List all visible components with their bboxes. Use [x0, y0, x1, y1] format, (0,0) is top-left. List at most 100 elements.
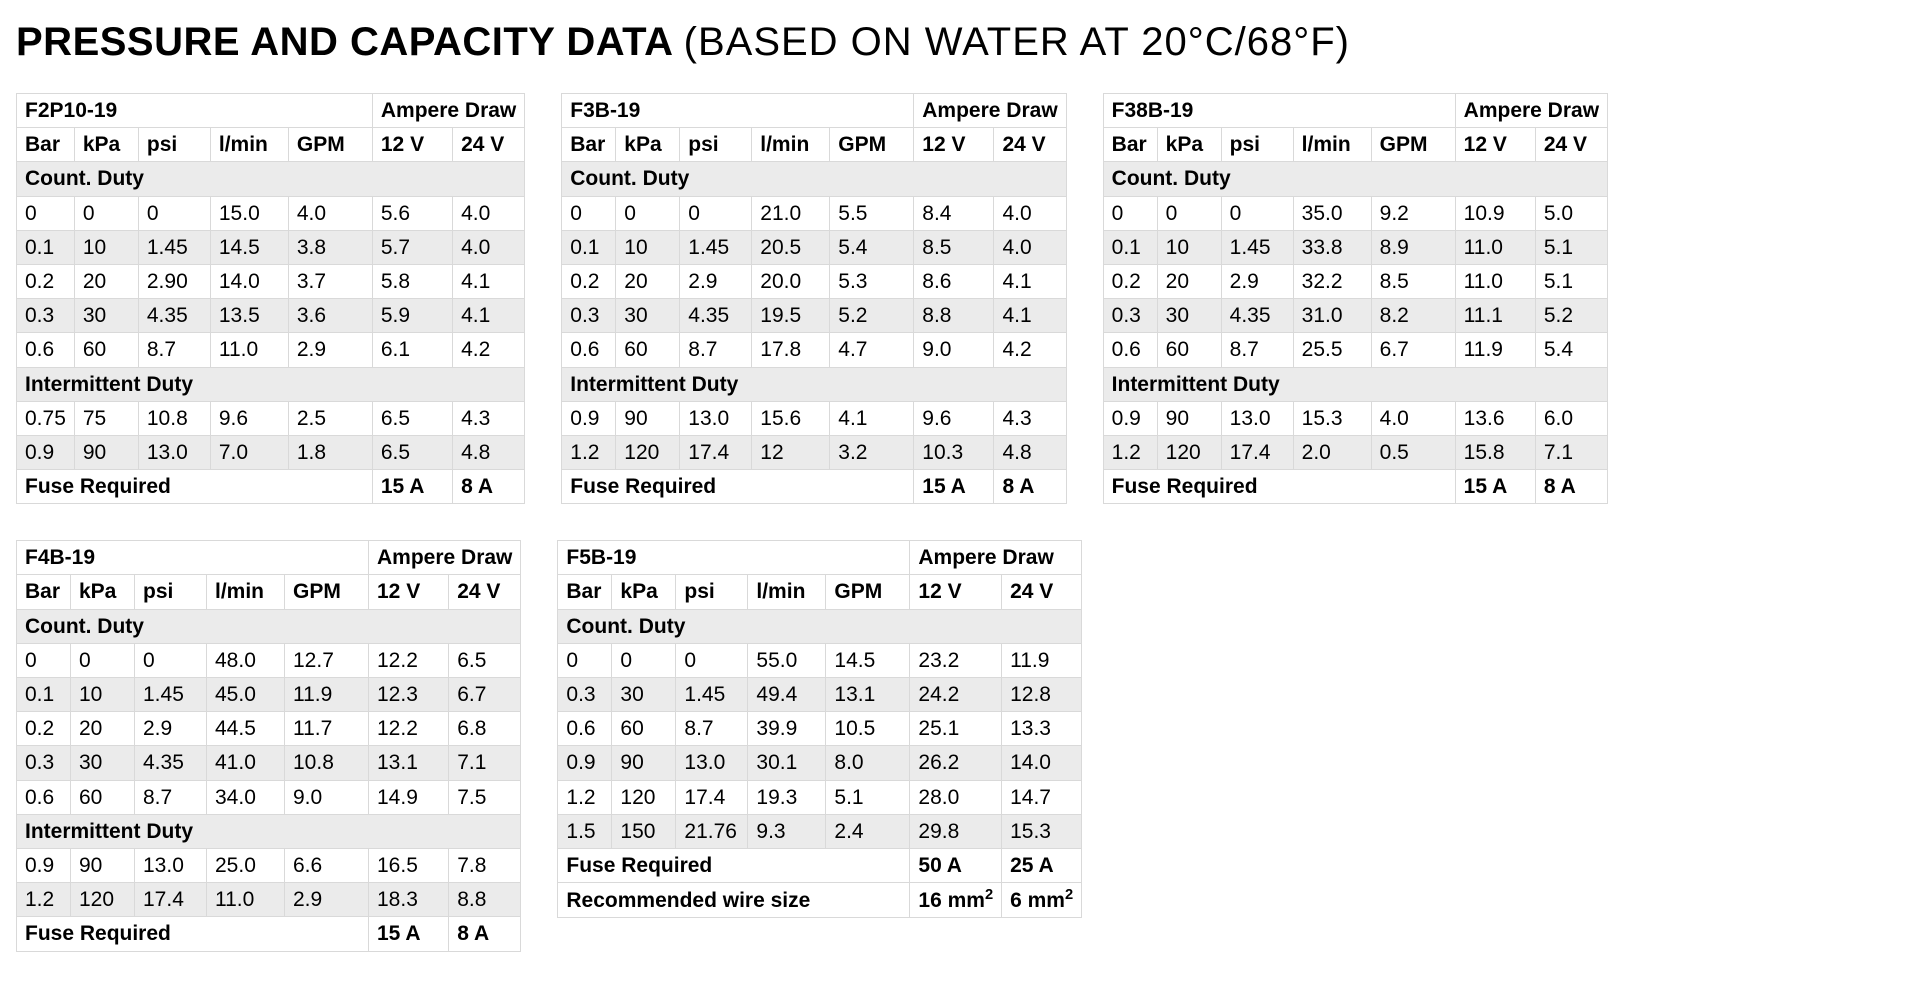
table-cell: 5.4 — [830, 230, 914, 264]
table-cell: 14.0 — [1002, 746, 1082, 780]
table-cell: 13.3 — [1002, 712, 1082, 746]
table-cell: 17.4 — [135, 883, 207, 917]
table-cell: 13.0 — [138, 435, 210, 469]
table-row: 00055.014.523.211.9 — [558, 643, 1082, 677]
table-cell: 120 — [612, 780, 676, 814]
table-cell: 33.8 — [1293, 230, 1371, 264]
table-cell: 0.9 — [17, 435, 75, 469]
table-cell: 6.1 — [372, 333, 452, 367]
wire-size-value: 16 mm2 — [910, 883, 1002, 918]
fuse-value: 15 A — [1455, 470, 1535, 504]
table-cell: 0.9 — [558, 746, 612, 780]
column-header: GPM — [285, 575, 369, 609]
table-cell: 4.2 — [453, 333, 525, 367]
column-header: l/min — [752, 128, 830, 162]
table-cell: 4.0 — [453, 196, 525, 230]
table-cell: 60 — [71, 780, 135, 814]
table-cell: 0.6 — [17, 333, 75, 367]
table-cell: 30.1 — [748, 746, 826, 780]
table-cell: 20.0 — [752, 264, 830, 298]
table-row: 0.757510.89.62.56.54.3 — [17, 401, 525, 435]
data-table: F3B-19Ampere DrawBarkPapsil/minGPM12 V24… — [561, 93, 1066, 504]
table-cell: 11.7 — [285, 712, 369, 746]
table-cell: 6.6 — [285, 848, 369, 882]
table-cell: 1.45 — [680, 230, 752, 264]
table-cell: 5.6 — [372, 196, 452, 230]
table-cell: 45.0 — [207, 678, 285, 712]
table-cell: 5.7 — [372, 230, 452, 264]
column-header: 12 V — [1455, 128, 1535, 162]
table-cell: 5.2 — [830, 299, 914, 333]
table-cell: 9.0 — [285, 780, 369, 814]
table-cell: 8.2 — [1371, 299, 1455, 333]
table-cell: 8.7 — [1221, 333, 1293, 367]
table-cell: 13.6 — [1455, 401, 1535, 435]
table-cell: 1.5 — [558, 814, 612, 848]
table-cell: 11.0 — [1455, 230, 1535, 264]
table-cell: 5.0 — [1535, 196, 1607, 230]
fuse-value: 15 A — [369, 917, 449, 951]
table-cell: 48.0 — [207, 643, 285, 677]
table-cell: 2.9 — [288, 333, 372, 367]
table-cell: 18.3 — [369, 883, 449, 917]
table-row: 0.6608.734.09.014.97.5 — [17, 780, 521, 814]
table-cell: 0.9 — [562, 401, 616, 435]
table-cell: 0 — [616, 196, 680, 230]
table-cell: 6.0 — [1535, 401, 1607, 435]
table-cell: 1.2 — [558, 780, 612, 814]
column-header: l/min — [1293, 128, 1371, 162]
section-label: Count. Duty — [558, 609, 1082, 643]
table-cell: 25.0 — [207, 848, 285, 882]
column-header: 12 V — [910, 575, 1002, 609]
fuse-value: 15 A — [372, 470, 452, 504]
table-cell: 0.2 — [17, 712, 71, 746]
table-row: 0.2202.944.511.712.26.8 — [17, 712, 521, 746]
table-cell: 17.4 — [1221, 435, 1293, 469]
table-cell: 11.0 — [207, 883, 285, 917]
column-header: GPM — [830, 128, 914, 162]
table-row: 1.212017.42.00.515.87.1 — [1103, 435, 1607, 469]
model-label: F38B-19 — [1103, 94, 1455, 128]
table-cell: 15.0 — [210, 196, 288, 230]
section-label: Intermittent Duty — [1103, 367, 1607, 401]
table-row: 0.6608.717.84.79.04.2 — [562, 333, 1066, 367]
table-cell: 30 — [612, 678, 676, 712]
model-label: F2P10-19 — [17, 94, 373, 128]
table-cell: 13.5 — [210, 299, 288, 333]
table-row: 00021.05.58.44.0 — [562, 196, 1066, 230]
table-cell: 4.1 — [453, 264, 525, 298]
table-cell: 0 — [558, 643, 612, 677]
model-label: F3B-19 — [562, 94, 914, 128]
table-cell: 1.2 — [1103, 435, 1157, 469]
column-header: 24 V — [449, 575, 521, 609]
fuse-required-label: Fuse Required — [562, 470, 914, 504]
table-cell: 1.2 — [562, 435, 616, 469]
fuse-value: 8 A — [449, 917, 521, 951]
table-cell: 4.35 — [1221, 299, 1293, 333]
wire-size-label: Recommended wire size — [558, 883, 910, 918]
table-cell: 90 — [1157, 401, 1221, 435]
table-cell: 6.5 — [449, 643, 521, 677]
table-cell: 30 — [616, 299, 680, 333]
table-cell: 6.8 — [449, 712, 521, 746]
table-cell: 15.3 — [1293, 401, 1371, 435]
table-cell: 0.2 — [1103, 264, 1157, 298]
table-cell: 5.1 — [1535, 264, 1607, 298]
table-cell: 20 — [1157, 264, 1221, 298]
table-cell: 41.0 — [207, 746, 285, 780]
table-row: 0.3304.3519.55.28.84.1 — [562, 299, 1066, 333]
table-cell: 60 — [612, 712, 676, 746]
table-cell: 55.0 — [748, 643, 826, 677]
table-cell: 3.7 — [288, 264, 372, 298]
table-cell: 0.6 — [1103, 333, 1157, 367]
table-cell: 12 — [752, 435, 830, 469]
column-header: GPM — [1371, 128, 1455, 162]
table-cell: 8.6 — [914, 264, 994, 298]
table-cell: 8.0 — [826, 746, 910, 780]
table-cell: 3.6 — [288, 299, 372, 333]
table-cell: 0.3 — [562, 299, 616, 333]
table-row: 0.99013.025.06.616.57.8 — [17, 848, 521, 882]
table-cell: 4.35 — [138, 299, 210, 333]
table-cell: 4.35 — [135, 746, 207, 780]
table-cell: 75 — [74, 401, 138, 435]
